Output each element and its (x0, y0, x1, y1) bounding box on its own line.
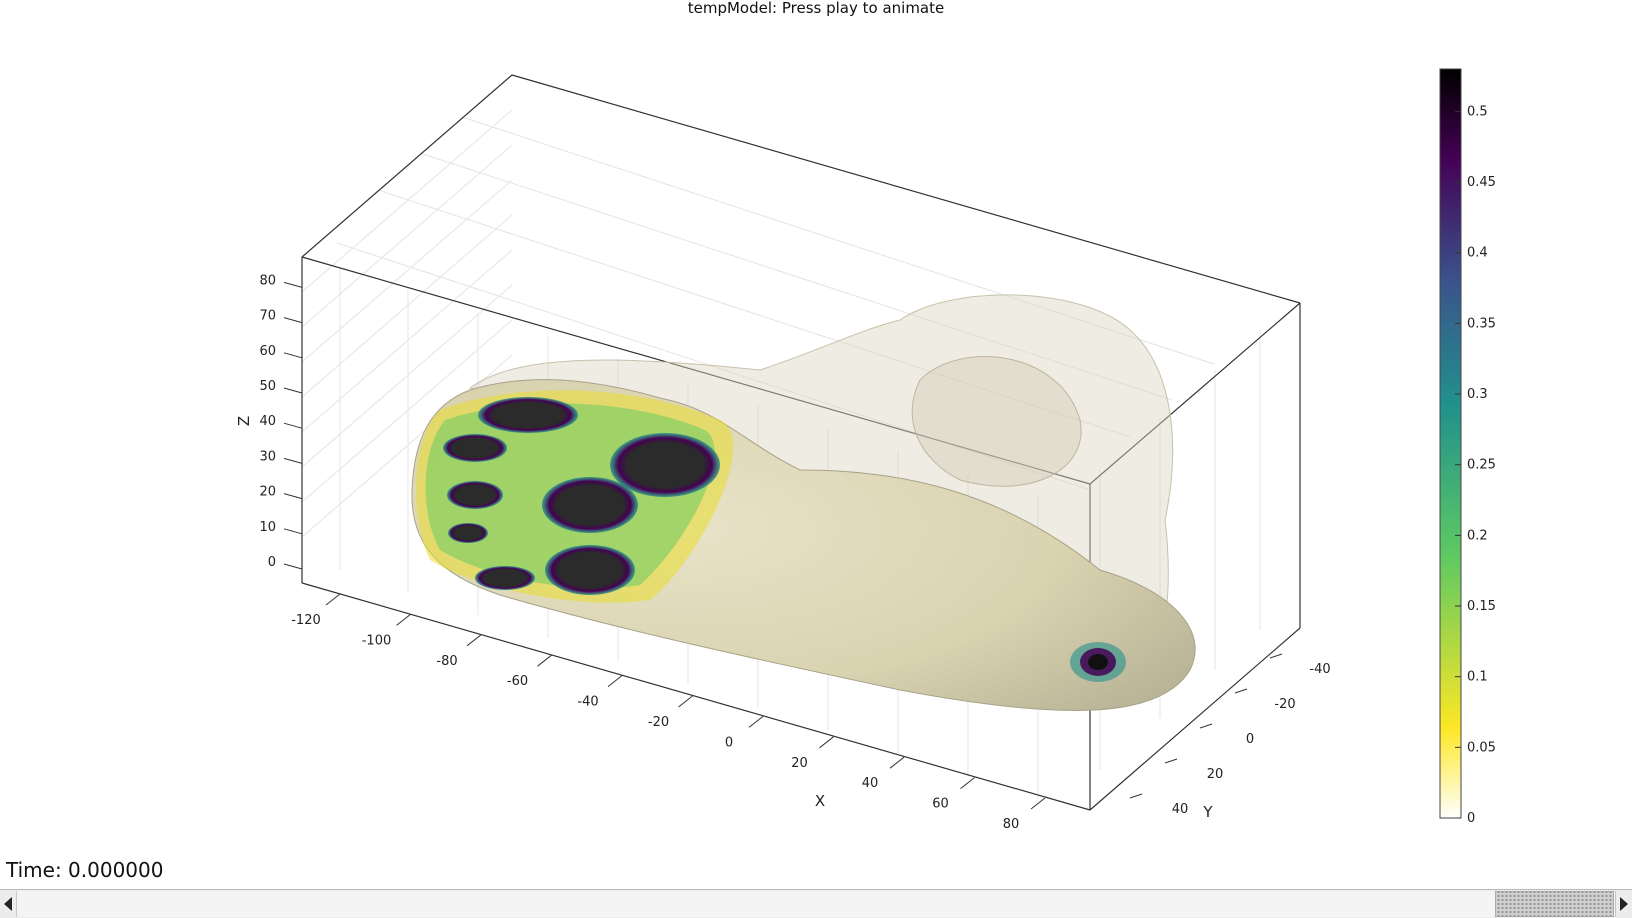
x-tick-mark (748, 716, 764, 728)
x-tick-mark (678, 695, 693, 708)
y-tick-label: -40 (1309, 662, 1330, 677)
z-axis-label: Z (235, 416, 253, 426)
y-tick-mark (1269, 653, 1283, 659)
z-tick-mark (283, 422, 303, 429)
x-tick-mark (607, 675, 623, 687)
z-tick-label: 0 (268, 555, 276, 570)
z-tick-label: 10 (259, 520, 276, 535)
scrollbar-track[interactable] (16, 891, 1616, 917)
z-tick-mark (283, 387, 303, 394)
colorbar-tick-label: 0.45 (1467, 175, 1496, 190)
colorbar-tick-label: 0.3 (1467, 387, 1488, 402)
z-tick-label: 50 (259, 379, 276, 394)
colorbar-tick-label: 0.1 (1467, 670, 1488, 685)
colorbar-tick-label: 0.25 (1467, 458, 1496, 473)
colorbar: 0 0.05 0.1 0.15 0.2 0.25 0.3 0.35 0.4 0.45 0.5 (1439, 68, 1496, 826)
colorbar-tick-label: 0.35 (1467, 316, 1496, 331)
x-tick-label: 20 (791, 756, 808, 771)
x-tick-mark (325, 593, 341, 606)
x-tick-mark (396, 614, 411, 626)
z-tick-mark (283, 528, 303, 535)
x-tick-mark (537, 654, 552, 667)
z-tick-label: 30 (259, 449, 276, 464)
colorbar-tick-label: 0.05 (1467, 740, 1496, 755)
x-tick-mark (960, 777, 975, 789)
colorbar-tick-label: 0.15 (1467, 599, 1496, 614)
x-tick-label: -60 (507, 674, 528, 689)
z-tick-label: 40 (259, 414, 276, 429)
colorbar-tick-label: 0.5 (1467, 104, 1488, 119)
z-tick-mark (283, 352, 303, 359)
z-tick-mark (283, 493, 303, 500)
z-tick-mark (283, 281, 303, 288)
scrollbar-thumb[interactable] (1495, 891, 1614, 917)
x-tick-label: -100 (362, 633, 392, 648)
colorbar-tick-label: 0.2 (1467, 528, 1488, 543)
colorbar-gradient (1439, 68, 1462, 819)
foot-sole-surface (411, 379, 1196, 711)
y-ticks: -40 -20 0 20 40 (1129, 653, 1331, 817)
y-tick-label: 20 (1207, 767, 1224, 782)
x-tick-label: 0 (725, 735, 733, 750)
y-axis: Y -40 -20 0 20 40 (1129, 653, 1331, 821)
x-tick-label: 40 (862, 776, 879, 791)
colorbar-tick-label: 0 (1467, 811, 1475, 826)
y-tick-label: 0 (1246, 732, 1254, 747)
z-tick-label: 20 (259, 485, 276, 500)
x-tick-label: -120 (291, 613, 321, 628)
arrow-left-icon[interactable] (0, 890, 16, 918)
z-tick-mark (283, 563, 303, 570)
y-tick-mark (1199, 723, 1213, 729)
time-readout: Time: 0.000000 (6, 858, 164, 882)
x-tick-mark (819, 736, 834, 749)
colorbar-tick-label: 0.4 (1467, 246, 1488, 261)
x-tick-mark (466, 634, 482, 647)
z-tick-mark (283, 457, 303, 464)
x-tick-label: -40 (577, 695, 598, 710)
y-tick-mark (1164, 758, 1178, 764)
box-edges (301, 74, 1301, 811)
y-axis-label: Y (1202, 803, 1213, 821)
x-axis-label: X (815, 792, 825, 810)
z-tick-mark (283, 317, 303, 324)
x-tick-label: 80 (1003, 817, 1020, 832)
x-tick-mark (1030, 797, 1046, 810)
y-tick-mark (1234, 688, 1248, 694)
y-tick-label: 40 (1172, 802, 1189, 817)
x-ticks: -120 -100 -80 -60 -40 -20 0 20 40 60 80 (291, 593, 1046, 832)
y-tick-label: -20 (1274, 697, 1295, 712)
z-ticks: 0 10 20 30 40 50 60 70 80 (259, 273, 303, 570)
z-tick-label: 60 (259, 344, 276, 359)
colorbar-ticks: 0 0.05 0.1 0.15 0.2 0.25 0.3 0.35 0.4 0.45 0.5 (1455, 104, 1496, 826)
time-scrollbar[interactable] (0, 889, 1632, 918)
x-tick-label: -20 (648, 715, 669, 730)
x-tick-mark (889, 756, 905, 769)
x-tick-label: -80 (436, 654, 457, 669)
x-tick-label: 60 (932, 797, 949, 812)
z-tick-label: 70 (259, 309, 276, 324)
arrow-right-icon[interactable] (1616, 890, 1632, 918)
figure-title: tempModel: Press play to animate (687, 0, 945, 17)
z-tick-label: 80 (259, 273, 276, 288)
z-axis: Z 0 10 20 30 40 50 60 70 80 (235, 273, 303, 570)
x-axis: X -120 -100 -80 -60 -40 -20 0 20 40 60 80 (291, 593, 1046, 832)
y-tick-mark (1129, 793, 1143, 799)
